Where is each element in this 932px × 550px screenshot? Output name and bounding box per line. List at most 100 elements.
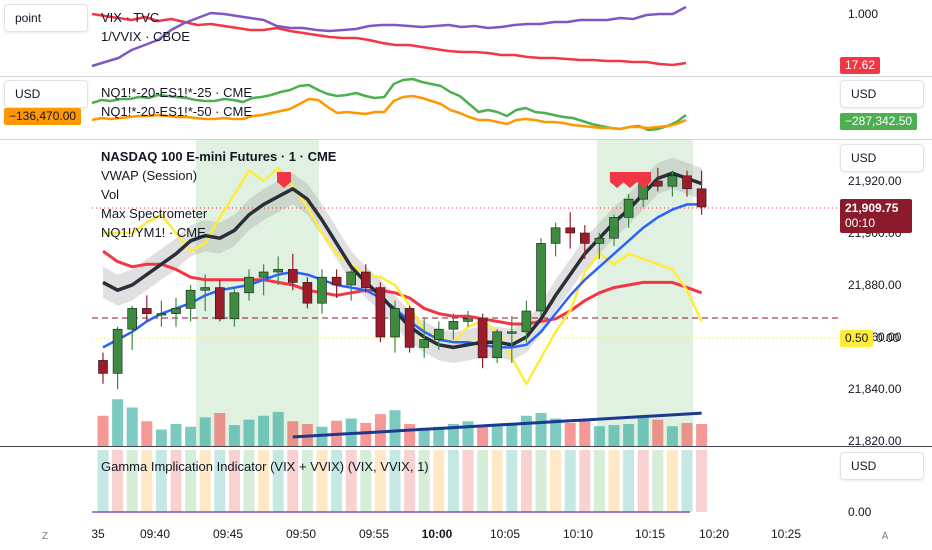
candle-body (565, 227, 576, 234)
pane2-right-currency-selector[interactable]: USD (840, 80, 924, 108)
gamma-bar (520, 450, 532, 512)
time-tick-label: 10:20 (698, 527, 730, 541)
time-tick-label: 10:15 (634, 527, 666, 541)
volume-ma-line (292, 411, 702, 439)
main-currency-selector[interactable]: USD (840, 144, 924, 172)
time-tick-label: 09:40 (139, 527, 171, 541)
gamma-bar (637, 450, 649, 512)
pane2-right-currency-label: USD (851, 87, 877, 101)
pane4-currency-label: USD (851, 459, 877, 473)
pane2-left-currency-selector[interactable]: USD (4, 80, 88, 108)
auto-scale-right-label: A (881, 530, 889, 542)
vwap-line (102, 203, 702, 349)
candle-body (390, 308, 400, 338)
candle-body (273, 269, 284, 273)
pane1-scale-selector-label: point (15, 11, 42, 25)
gamma-bar (608, 450, 620, 512)
candle-body (171, 308, 181, 314)
candle-body (98, 360, 108, 374)
legend-spread-50[interactable]: NQ1!*-20-ES1!*-50 · CME (101, 104, 252, 119)
legend-vix[interactable]: VIX · TVC (101, 10, 160, 25)
legend-max-spectrometer[interactable]: Max Spectrometer (101, 206, 208, 221)
volume-bar (272, 411, 284, 446)
signal-marker (277, 172, 291, 188)
pane1-scale-top: 1.000 (848, 7, 879, 21)
gamma-bar (360, 450, 372, 512)
legend-spread-25[interactable]: NQ1!*-20-ES1!*-25 · CME (101, 85, 252, 100)
volume-bar (447, 424, 459, 446)
time-tick-label: 10:25 (770, 527, 802, 541)
candle-body (156, 313, 167, 316)
volume-bar (97, 415, 109, 446)
gamma-bar (331, 450, 343, 512)
legend-volume[interactable]: Vol (101, 187, 120, 202)
candle-body (112, 328, 123, 374)
gamma-bar (666, 450, 678, 512)
auto-scale-right-button[interactable]: A (876, 527, 894, 545)
time-tick-label: 09:55 (358, 527, 390, 541)
gamma-bar (301, 450, 313, 512)
gamma-bar (477, 450, 489, 512)
legend-vwap[interactable]: VWAP (Session) (101, 168, 198, 183)
pane2-left-currency-label: USD (15, 87, 41, 101)
gamma-bar (535, 450, 547, 512)
volume-bar (433, 426, 445, 446)
volume-bar (112, 399, 124, 446)
gamma-bar (97, 450, 109, 512)
candle-body (623, 198, 634, 218)
candle-body (433, 328, 444, 340)
pane4-scale-value: 0.00 (848, 505, 872, 519)
volume-bar (418, 427, 430, 446)
last-price-tag: 21,909.75 00:10 (840, 199, 912, 233)
last-price-value: 21,909.75 (845, 201, 899, 215)
candle-body (215, 287, 225, 320)
gamma-bar (418, 450, 430, 512)
pane2-left-value-tag: −136,470.00 (4, 108, 82, 125)
volume-bar (593, 426, 605, 446)
gamma-bar (681, 450, 693, 512)
gamma-bar (623, 450, 635, 512)
gamma-bar (579, 450, 591, 512)
vix-price-tag: 17.62 (840, 57, 881, 74)
legend-vvix[interactable]: 1/VVIX · CBOE (101, 29, 190, 44)
volume-bar (404, 424, 416, 446)
volume-bar (520, 415, 532, 446)
pane-divider-1[interactable] (0, 76, 932, 77)
time-tick-label: 10:05 (489, 527, 521, 541)
gamma-legend[interactable]: Gamma Implication Indicator (VIX + VVIX)… (101, 459, 429, 474)
gamma-bar (272, 450, 284, 512)
gamma-bar (199, 450, 211, 512)
pane1-scale-selector[interactable]: point (4, 4, 88, 32)
candle-body (652, 180, 663, 187)
candle-body (492, 331, 503, 359)
vix-line (91, 12, 687, 67)
time-tick-label: 10:00 (421, 527, 453, 541)
ratio-value: 0.00 (876, 331, 900, 345)
pane-divider-2[interactable] (0, 139, 932, 140)
volume-bar (681, 422, 693, 446)
volume-bar (360, 422, 372, 446)
candle-body (594, 237, 605, 244)
volume-bar (637, 415, 649, 446)
gamma-bar (374, 450, 386, 512)
volume-bar (374, 414, 386, 446)
pane-divider-3[interactable] (0, 446, 932, 447)
nq-ym-ratio-line (103, 166, 703, 386)
signal-marker (610, 172, 624, 188)
candle-body (419, 339, 430, 348)
legend-symbol-title[interactable]: NASDAQ 100 E-mini Futures · 1 · CME (101, 147, 336, 166)
candle-body (375, 287, 386, 338)
gamma-bar (404, 450, 416, 512)
auto-scale-left-button[interactable]: Z (36, 527, 54, 545)
volume-bar (287, 421, 299, 446)
gamma-bar (345, 450, 357, 512)
volume-bar (477, 425, 489, 446)
gamma-bar (112, 450, 124, 512)
volume-bar (258, 415, 270, 446)
legend-nq-ym-ratio[interactable]: NQ1!/YM1! · CME (101, 225, 206, 240)
gamma-bar (126, 450, 138, 512)
pane4-currency-selector[interactable]: USD (840, 452, 924, 480)
volume-bar (550, 418, 562, 446)
gamma-bar (228, 450, 240, 512)
